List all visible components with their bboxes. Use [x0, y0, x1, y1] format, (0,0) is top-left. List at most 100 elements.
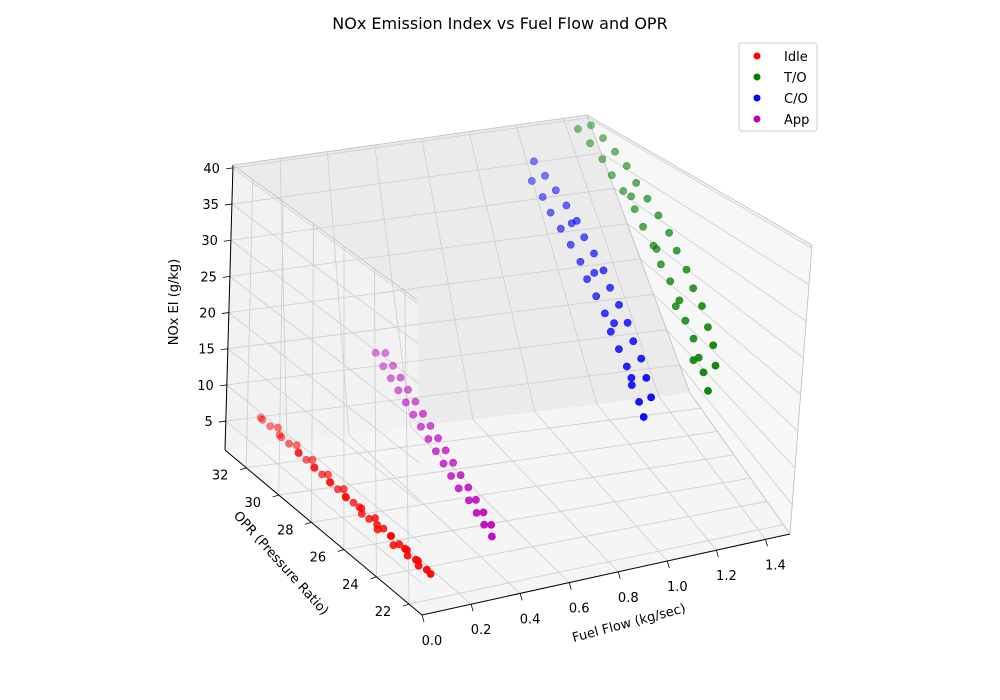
x-grid-back [326, 151, 350, 435]
scatter-point [627, 192, 635, 201]
z-grid-back [231, 152, 602, 205]
scatter-point [258, 415, 267, 424]
scatter-point [487, 521, 496, 529]
scatter-point [606, 327, 615, 336]
z-grid-back [230, 187, 615, 241]
scatter-point [623, 318, 632, 327]
scatter-point [342, 493, 350, 502]
scatter-point [611, 147, 619, 156]
scatter-points [256, 121, 720, 578]
y-tick-label: 24 [342, 578, 359, 593]
z-tick-label: 40 [203, 162, 220, 177]
scatter-point [681, 316, 690, 325]
y-tick-label: 30 [244, 496, 261, 511]
x-tick-label: 1.2 [716, 569, 737, 584]
scatter-point [689, 334, 698, 343]
z-tick-mark [222, 275, 230, 278]
scatter-point [590, 268, 599, 277]
scatter-point [576, 257, 585, 266]
x-grid-floor [596, 404, 717, 551]
legend-label: Idle [784, 50, 808, 65]
z-grid-left [232, 167, 418, 304]
legend: Idle T/O C/O App [738, 42, 818, 132]
scatter-point [404, 385, 412, 394]
z-tick-label: 25 [200, 270, 217, 285]
z-axis-label: NOx EI (g/kg) [167, 259, 182, 346]
legend-frame [738, 42, 818, 132]
z-tick-mark [221, 312, 229, 314]
scatter-point [652, 245, 661, 253]
z-tick-label: 20 [199, 307, 216, 322]
scatter-point [632, 178, 641, 187]
y-grid-left [310, 224, 315, 523]
scatter-point [527, 177, 536, 185]
z-grid-back [226, 329, 667, 386]
x-tick-label: 0.4 [520, 612, 541, 627]
scatter-point [711, 361, 720, 370]
z-grid-right [613, 188, 807, 322]
scatter-point [371, 514, 379, 522]
scatter-point [566, 240, 575, 249]
z-grid-right [679, 364, 793, 505]
legend-label: App [784, 113, 809, 128]
x-grid-floor [472, 419, 619, 573]
scatter-point [381, 349, 390, 357]
y-tick-label: 28 [277, 523, 294, 538]
scatter-point [619, 187, 628, 195]
scatter-point [389, 361, 397, 370]
scatter-point [310, 464, 319, 472]
scatter-point [657, 260, 665, 269]
scatter-point [704, 386, 712, 395]
z-tick-label: 35 [202, 198, 219, 213]
scatter-point [627, 381, 636, 389]
scatter-point [434, 434, 442, 443]
z-grid-back [232, 117, 589, 169]
scatter-point [379, 524, 388, 533]
scatter-point [583, 275, 591, 283]
scatter-point [454, 484, 463, 493]
scatter-point [675, 296, 684, 305]
scatter-point [277, 433, 286, 442]
scatter-point [635, 397, 643, 406]
scatter-point [590, 249, 598, 258]
y-tick-mark [370, 576, 377, 580]
scatter-point [256, 413, 265, 422]
scatter-point [615, 300, 623, 309]
legend-marker [753, 115, 761, 123]
scatter-point [357, 510, 366, 518]
y-tick-mark [402, 603, 410, 607]
scatter-point [403, 551, 412, 560]
scatter-point [409, 410, 418, 419]
scatter-point [339, 485, 348, 494]
x-tick-label: 0.6 [569, 602, 590, 617]
scatter-point [371, 348, 380, 357]
x-grid-back [421, 138, 474, 420]
scatter-point [273, 423, 282, 432]
scatter-point [607, 171, 616, 180]
scatter-point [379, 362, 388, 371]
scatter-point [606, 283, 614, 292]
scatter-point [431, 447, 440, 456]
x-grid-floor [534, 411, 668, 562]
x-tick-label: 1.4 [765, 558, 786, 573]
scatter-point [682, 265, 691, 274]
x-tick-mark [470, 604, 474, 612]
y-tick-mark [272, 494, 279, 498]
z-grid-left [226, 384, 422, 544]
x-grid-floor [348, 434, 521, 594]
x-grid-back [468, 131, 536, 413]
legend-marker [753, 52, 761, 60]
z-tick-mark [223, 239, 231, 242]
scatter-point [292, 441, 301, 449]
scatter-point [326, 478, 335, 487]
z-grid-left [227, 348, 421, 504]
x-tick-label: 0.8 [618, 591, 639, 606]
z-grid-left [230, 239, 419, 384]
z-tick-mark [220, 348, 228, 351]
scatter-point [709, 341, 718, 350]
y-tick-mark [337, 549, 344, 552]
scatter-point [294, 449, 303, 458]
x-tick-mark [421, 614, 425, 623]
x-tick-mark [519, 593, 523, 601]
y-grid-left [245, 179, 254, 468]
